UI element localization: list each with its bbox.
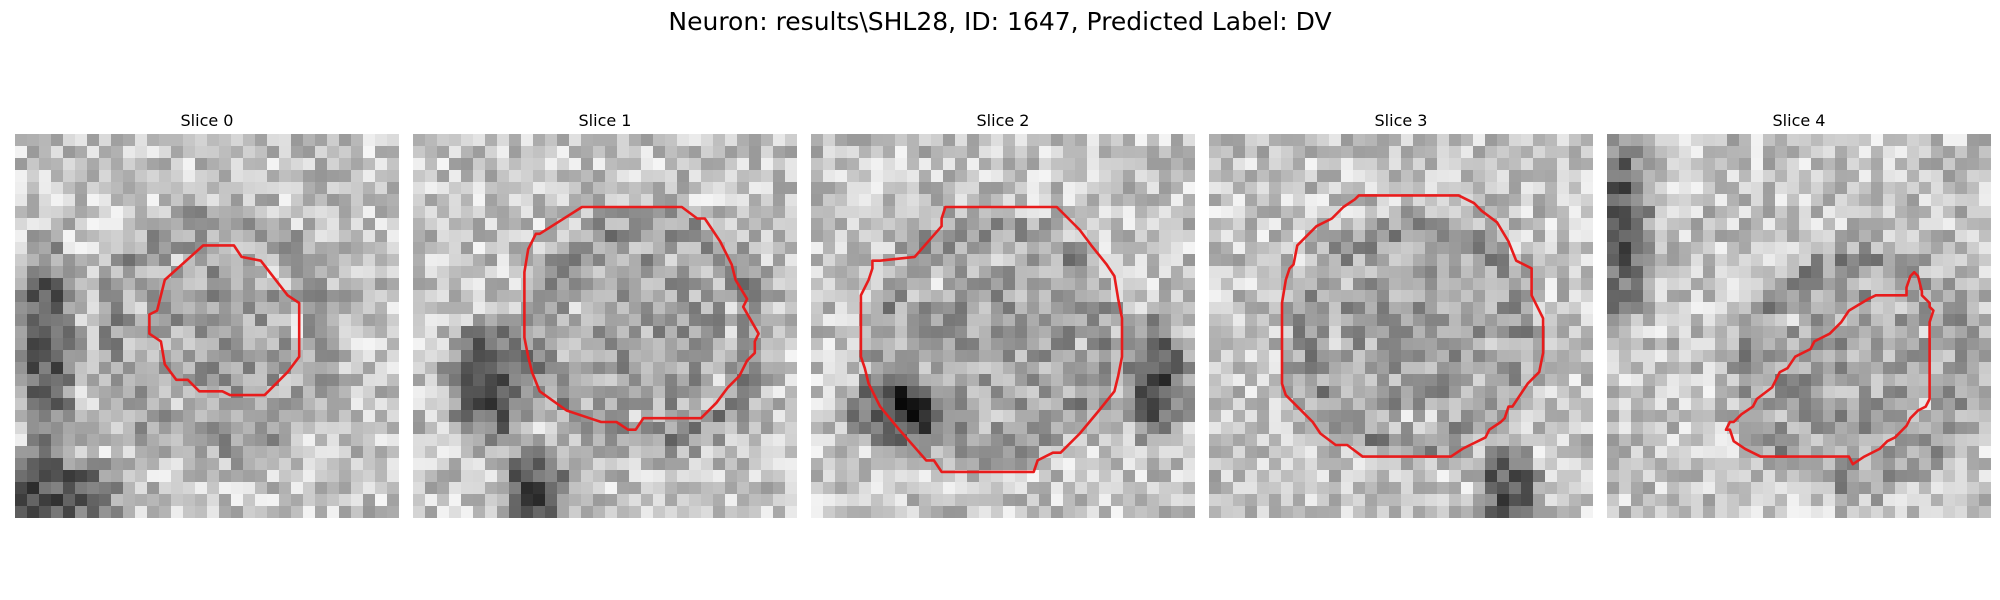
slice-panel-1: Slice 1 bbox=[413, 108, 797, 518]
pixel-grid bbox=[1607, 134, 1991, 518]
pixel-grid bbox=[15, 134, 399, 518]
slice-image-2 bbox=[811, 134, 1195, 518]
pixel-grid bbox=[413, 134, 797, 518]
slice-panel-3: Slice 3 bbox=[1209, 108, 1593, 518]
slice-panel-0: Slice 0 bbox=[15, 108, 399, 518]
slice-title: Slice 1 bbox=[578, 111, 632, 130]
slice-title: Slice 3 bbox=[1374, 111, 1428, 130]
neuron-contour bbox=[1280, 194, 1545, 458]
neuron-contour bbox=[148, 244, 301, 397]
neuron-contour bbox=[859, 205, 1124, 474]
slice-image-4 bbox=[1607, 134, 1991, 518]
neuron-contour bbox=[523, 205, 760, 432]
slice-title: Slice 4 bbox=[1772, 111, 1826, 130]
slice-panel-2: Slice 2 bbox=[811, 108, 1195, 518]
slice-title: Slice 2 bbox=[976, 111, 1030, 130]
slice-title: Slice 0 bbox=[180, 111, 234, 130]
figure-title: Neuron: results\SHL28, ID: 1647, Predict… bbox=[668, 7, 1332, 36]
slice-image-3 bbox=[1209, 134, 1593, 518]
pixel-grid bbox=[1209, 134, 1593, 518]
slice-image-1 bbox=[413, 134, 797, 518]
pixel-grid bbox=[811, 134, 1195, 518]
neuron-contour bbox=[1724, 270, 1935, 466]
slice-panel-4: Slice 4 bbox=[1607, 108, 1991, 518]
slice-image-0 bbox=[15, 134, 399, 518]
